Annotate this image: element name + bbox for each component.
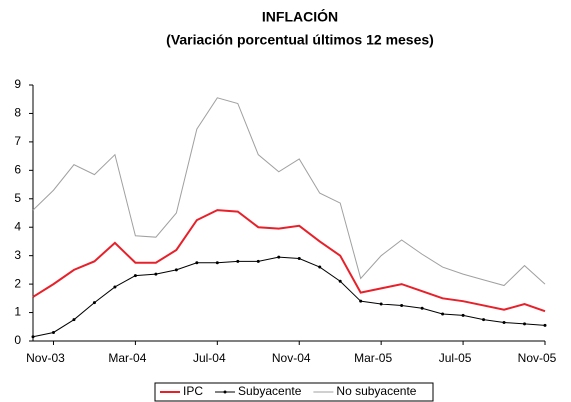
y-tick-label: 4 xyxy=(14,219,21,233)
series-marker xyxy=(379,302,383,306)
series-marker xyxy=(92,301,96,305)
legend-label: Subyacente xyxy=(238,384,302,398)
x-tick-label: Mar-04 xyxy=(108,351,146,365)
series-marker xyxy=(154,272,158,276)
series-marker xyxy=(236,259,240,263)
series-line xyxy=(32,209,546,313)
y-tick-label: 9 xyxy=(14,77,21,91)
series-marker xyxy=(195,261,199,265)
x-tick-label: Nov-05 xyxy=(518,351,557,365)
y-tick-label: 7 xyxy=(14,134,21,148)
series-marker xyxy=(441,312,445,316)
series-marker xyxy=(277,255,281,259)
series-marker xyxy=(420,306,424,310)
y-tick-label: 2 xyxy=(14,276,21,290)
y-tick-label: 6 xyxy=(14,163,21,177)
series-marker xyxy=(359,299,363,303)
series-line xyxy=(32,256,546,338)
series-marker xyxy=(502,321,506,325)
series-marker xyxy=(51,330,55,334)
y-tick-label: 3 xyxy=(14,248,21,262)
series-marker xyxy=(256,259,260,263)
series-marker xyxy=(297,257,301,261)
series-marker xyxy=(31,335,35,339)
y-tick-label: 1 xyxy=(14,305,21,319)
series-marker xyxy=(482,318,486,322)
x-tick-label: Jul-04 xyxy=(193,351,226,365)
x-tick-label: Nov-03 xyxy=(26,351,65,365)
series-marker xyxy=(72,318,76,322)
series-marker xyxy=(318,265,322,269)
x-tick-label: Nov-04 xyxy=(272,351,311,365)
legend-label: No subyacente xyxy=(336,384,416,398)
series-marker xyxy=(461,313,465,317)
series-marker xyxy=(338,279,342,283)
series-marker xyxy=(113,285,117,289)
chart-subtitle: (Variación porcentual últimos 12 meses) xyxy=(166,32,434,48)
series-marker xyxy=(543,323,547,327)
series-line xyxy=(32,97,546,287)
series-marker xyxy=(215,261,219,265)
legend-label: IPC xyxy=(183,384,203,398)
y-tick-label: 8 xyxy=(14,106,21,120)
series-marker xyxy=(174,268,178,272)
series-marker xyxy=(400,303,404,307)
y-tick-label: 0 xyxy=(14,333,21,347)
x-tick-label: Mar-05 xyxy=(354,351,392,365)
series-marker xyxy=(523,322,527,326)
legend-box xyxy=(154,382,434,402)
legend-marker xyxy=(223,390,227,394)
x-tick-label: Jul-05 xyxy=(439,351,472,365)
y-tick-label: 5 xyxy=(14,191,21,205)
chart-title: INFLACIÓN xyxy=(262,8,338,25)
series-marker xyxy=(133,274,137,278)
